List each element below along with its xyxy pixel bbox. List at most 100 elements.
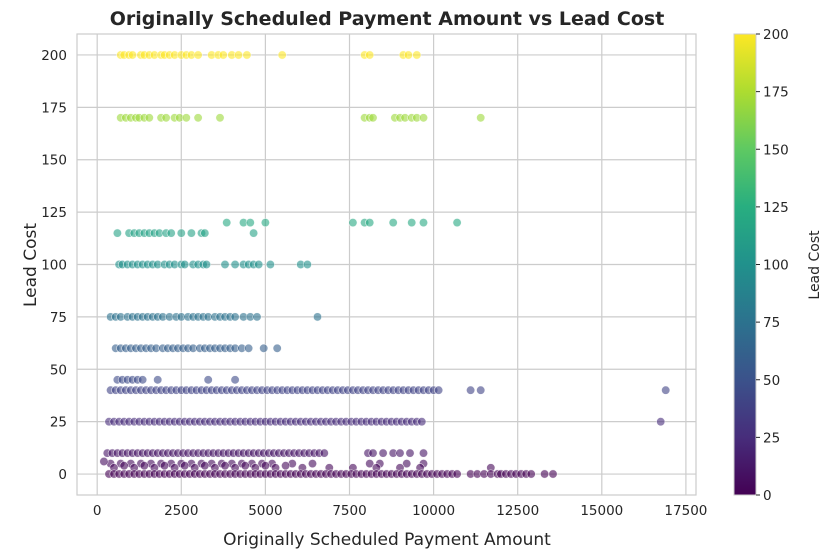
x-tick-label: 2500 <box>164 503 198 519</box>
data-point <box>144 113 154 123</box>
x-tick-label: 5000 <box>248 503 282 519</box>
data-point <box>388 218 398 228</box>
colorbar-tick-label: 150 <box>763 142 789 158</box>
data-point <box>395 448 405 458</box>
data-point <box>252 312 262 322</box>
data-point <box>378 448 388 458</box>
data-point <box>240 461 250 471</box>
data-point <box>200 461 210 471</box>
y-tick-label: 200 <box>41 48 67 64</box>
data-point <box>307 459 317 469</box>
data-point <box>180 259 190 269</box>
data-point <box>418 448 428 458</box>
colorbar-tick-label: 100 <box>763 258 789 274</box>
data-point <box>99 456 109 466</box>
data-point <box>220 461 230 471</box>
data-point <box>153 375 163 385</box>
colorbar-label: Lead Cost <box>807 230 823 300</box>
data-point <box>466 385 476 395</box>
data-point <box>277 50 287 60</box>
data-point <box>138 375 148 385</box>
data-point <box>260 218 270 228</box>
data-point <box>407 218 417 228</box>
data-point <box>230 375 240 385</box>
x-tick-label: 12500 <box>496 503 539 519</box>
data-points <box>99 50 671 479</box>
x-tick-label: 0 <box>93 503 102 519</box>
colorbar-ticks: 0 25 50 75 100 125 150 175 200 <box>756 27 789 504</box>
y-tick-label: 50 <box>50 362 67 378</box>
data-point <box>319 448 329 458</box>
data-point <box>230 312 240 322</box>
data-point <box>139 461 149 471</box>
data-point <box>403 50 413 60</box>
data-point <box>202 259 212 269</box>
data-point <box>260 461 270 471</box>
colorbar <box>733 33 757 496</box>
x-tick-label: 15000 <box>580 503 623 519</box>
y-tick-label: 125 <box>41 205 67 221</box>
data-point <box>259 343 269 353</box>
data-point <box>476 113 486 123</box>
data-point <box>312 312 322 322</box>
y-tick-label: 150 <box>41 153 67 169</box>
data-point <box>160 461 170 471</box>
data-point <box>402 459 412 469</box>
data-point <box>405 448 415 458</box>
data-point <box>476 385 486 395</box>
data-point <box>417 417 427 427</box>
data-point <box>368 448 378 458</box>
data-point <box>119 461 129 471</box>
data-point <box>244 343 254 353</box>
data-point <box>242 50 252 60</box>
x-tick-label: 10000 <box>412 503 455 519</box>
data-point <box>222 218 232 228</box>
colorbar-tick-label: 200 <box>763 27 789 43</box>
x-axis-ticks: 0 2500 5000 7500 10000 12500 15000 17500 <box>93 503 707 519</box>
data-point <box>218 50 228 60</box>
y-axis-label: Lead Cost <box>21 223 41 307</box>
data-point <box>365 459 375 469</box>
colorbar-tick-label: 175 <box>763 85 789 101</box>
data-point <box>161 113 171 123</box>
y-tick-label: 175 <box>41 100 67 116</box>
data-point <box>418 218 428 228</box>
data-point <box>281 461 291 471</box>
data-point <box>180 461 190 471</box>
data-point <box>203 375 213 385</box>
data-point <box>249 228 259 238</box>
data-point <box>434 385 444 395</box>
data-point <box>412 50 422 60</box>
data-point <box>368 113 378 123</box>
y-tick-label: 0 <box>58 467 67 483</box>
colorbar-tick-label: 0 <box>763 488 772 504</box>
x-axis-label: Originally Scheduled Payment Amount <box>223 530 551 550</box>
data-point <box>526 469 536 479</box>
plot-frame <box>76 33 697 496</box>
data-point <box>254 259 264 269</box>
data-point <box>548 469 558 479</box>
data-point <box>365 50 375 60</box>
data-point <box>452 469 462 479</box>
data-point <box>181 113 191 123</box>
data-point <box>234 50 244 60</box>
y-tick-label: 100 <box>41 258 67 274</box>
data-point <box>215 113 225 123</box>
data-point <box>418 113 428 123</box>
data-point <box>112 228 122 238</box>
x-tick-label: 7500 <box>332 503 366 519</box>
data-point <box>245 218 255 228</box>
data-point <box>220 259 230 269</box>
data-point <box>193 113 203 123</box>
data-point <box>302 259 312 269</box>
colorbar-tick-label: 125 <box>763 200 789 216</box>
data-point <box>540 469 550 479</box>
data-point <box>348 218 358 228</box>
data-point <box>365 218 375 228</box>
chart-title: Originally Scheduled Payment Amount vs L… <box>110 8 665 30</box>
data-point <box>230 259 240 269</box>
y-axis-ticks: 0 25 50 75 100 125 150 175 200 <box>41 48 67 483</box>
x-tick-label: 17500 <box>664 503 707 519</box>
data-point <box>452 218 462 228</box>
colorbar-tick-label: 25 <box>763 430 780 446</box>
